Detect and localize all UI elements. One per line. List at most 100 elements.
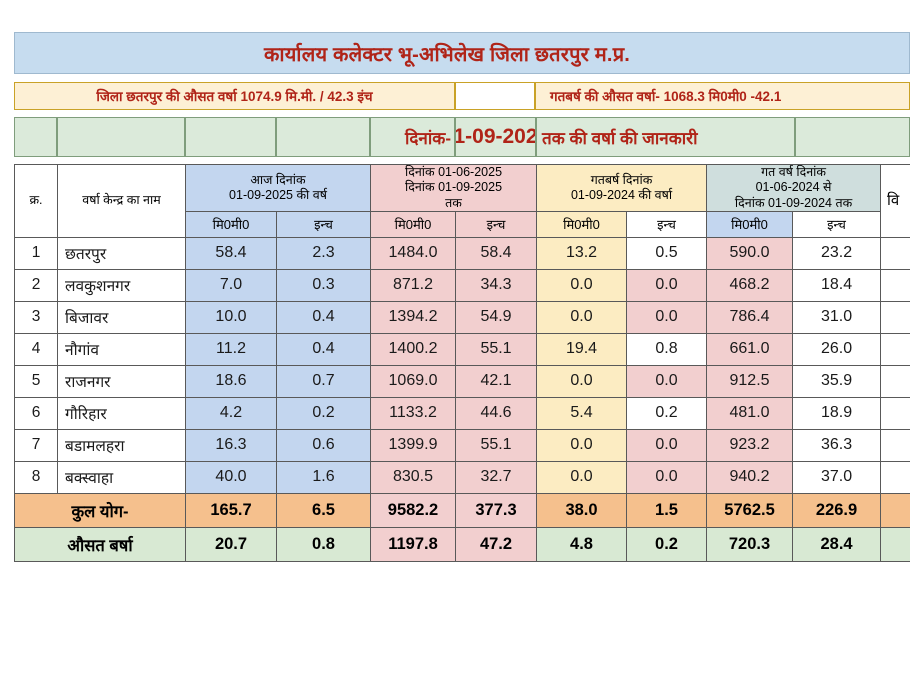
date-band-blank-1 [14, 117, 57, 157]
cell-lastyear-day-mm: 0.0 [536, 300, 628, 334]
cell-lastyear-day-inch: 0.0 [626, 300, 708, 334]
cell-lastyear-season-mm: 661.0 [706, 332, 794, 366]
spacer-after-title [14, 74, 910, 82]
cell-today-inch: 2.3 [276, 236, 371, 270]
total-row-lastyear-day-inch: 1.5 [626, 492, 708, 528]
total-row-lastyear-day-mm: 38.0 [536, 492, 628, 528]
total-row-today-mm: 165.7 [185, 492, 277, 528]
header-unit-lyseason-inch: इन्च [792, 210, 882, 238]
cell-sn: 1 [14, 236, 58, 270]
cell-season-inch: 32.7 [454, 460, 538, 494]
cell-season-inch: 42.1 [454, 364, 538, 398]
cell-lastyear-day-inch: 0.0 [626, 460, 708, 494]
cell-lastyear-season-mm: 940.2 [706, 460, 794, 494]
rainfall-report-sheet: कार्यालय कलेक्टर भू-अभिलेख जिला छतरपुर म… [14, 32, 910, 562]
cell-season-inch: 54.9 [454, 300, 538, 334]
table-row: 2 लवकुशनगर 7.0 0.3 871.2 34.3 0.0 0.0 468.2 18.4 [14, 268, 910, 302]
cell-lastyear-season-inch: 18.9 [792, 396, 882, 430]
cell-lastyear-day-mm: 13.2 [536, 236, 628, 270]
cell-today-mm: 58.4 [185, 236, 277, 270]
cell-lastyear-day-inch: 0.8 [626, 332, 708, 366]
cell-lastyear-season-inch: 26.0 [792, 332, 882, 366]
date-band-label: दिनांक- [370, 117, 455, 157]
average-rainfall-band: जिला छतरपुर की औसत वर्षा 1074.9 मि.मी. /… [14, 82, 910, 110]
cell-sn: 6 [14, 396, 58, 430]
cell-lastyear-day-inch: 0.0 [626, 428, 708, 462]
date-band-blank-4 [276, 117, 370, 157]
cell-remarks [880, 460, 910, 494]
header-group-today: आज दिनांक 01-09-2025 की वर्ष [185, 164, 371, 212]
cell-today-inch: 0.6 [276, 428, 371, 462]
cell-lastyear-season-inch: 23.2 [792, 236, 882, 270]
cell-center-name: बक्स्वाहा [57, 460, 186, 494]
cell-season-mm: 1484.0 [370, 236, 456, 270]
cell-lastyear-season-inch: 18.4 [792, 268, 882, 302]
cell-sn: 4 [14, 332, 58, 366]
cell-lastyear-day-inch: 0.0 [626, 364, 708, 398]
cell-lastyear-season-inch: 31.0 [792, 300, 882, 334]
cell-season-mm: 1400.2 [370, 332, 456, 366]
total-row-remarks [880, 492, 910, 528]
cell-center-name: राजनगर [57, 364, 186, 398]
cell-today-inch: 0.3 [276, 268, 371, 302]
cell-sn: 5 [14, 364, 58, 398]
total-row-lastyear-season-mm: 5762.5 [706, 492, 794, 528]
header-group-lastyear-day: गतबर्ष दिनांक 01-09-2024 की वर्षा [536, 164, 708, 212]
cell-season-mm: 1133.2 [370, 396, 456, 430]
header-group-lastyear-season-line2: 01-06-2024 से [755, 180, 832, 195]
date-band-date-value: 01-09-2025 [455, 117, 536, 157]
table-row: 8 बक्स्वाहा 40.0 1.6 830.5 32.7 0.0 0.0 940.2 37.… [14, 460, 910, 494]
cell-season-mm: 830.5 [370, 460, 456, 494]
cell-today-inch: 0.4 [276, 332, 371, 366]
cell-season-mm: 871.2 [370, 268, 456, 302]
header-group-today-line1: आज दिनांक [250, 172, 306, 187]
header-unit-season-inch: इन्च [454, 210, 538, 238]
cell-center-name: छतरपुर [57, 236, 186, 270]
total-row-today-inch: 6.5 [276, 492, 371, 528]
cell-lastyear-day-mm: 0.0 [536, 460, 628, 494]
header-unit-lyday-inch: इन्च [626, 210, 708, 238]
cell-season-inch: 55.1 [454, 332, 538, 366]
cell-center-name: बडामलहरा [57, 428, 186, 462]
table-header-group-row: क्र. वर्षा केन्द्र का नाम आज दिनांक 01-0… [14, 164, 910, 238]
cell-remarks [880, 268, 910, 302]
average-row-lastyear-day-mm: 4.8 [536, 526, 628, 562]
header-remarks: वि [880, 164, 910, 238]
date-band-suffix: तक की वर्षा की जानकारी [536, 117, 795, 157]
cell-lastyear-season-mm: 923.2 [706, 428, 794, 462]
header-unit-today-mm: मि0मी0 [185, 210, 277, 238]
page-title: कार्यालय कलेक्टर भू-अभिलेख जिला छतरपुर म… [263, 43, 631, 66]
cell-center-name: लवकुशनगर [57, 268, 186, 302]
table-row: 7 बडामलहरा 16.3 0.6 1399.9 55.1 0.0 0.0 923.2 36.… [14, 428, 910, 462]
cell-today-mm: 40.0 [185, 460, 277, 494]
district-average-label: जिला छतरपुर की औसत वर्षा 1074.9 मि.मी. /… [14, 82, 455, 110]
cell-lastyear-day-mm: 0.0 [536, 364, 628, 398]
average-row-lastyear-season-inch: 28.4 [792, 526, 882, 562]
header-sn: क्र. [14, 164, 58, 238]
header-group-today-line2: 01-09-2025 की वर्ष [229, 187, 327, 202]
cell-lastyear-season-mm: 468.2 [706, 268, 794, 302]
cell-lastyear-season-mm: 786.4 [706, 300, 794, 334]
header-group-lastyear-season-line3: दिनांक 01-09-2024 तक [734, 195, 853, 210]
table-row: 4 नौगांव 11.2 0.4 1400.2 55.1 19.4 0.8 661.0 26.0 [14, 332, 910, 366]
cell-today-inch: 0.4 [276, 300, 371, 334]
cell-remarks [880, 364, 910, 398]
total-row-label: कुल योग- [14, 492, 186, 528]
cell-season-inch: 58.4 [454, 236, 538, 270]
header-unit-lyseason-mm: मि0मी0 [706, 210, 794, 238]
average-row-today-inch: 0.8 [276, 526, 371, 562]
total-row-lastyear-season-inch: 226.9 [792, 492, 882, 528]
total-row: कुल योग- 165.7 6.5 9582.2 377.3 38.0 1.5 5762.5… [14, 492, 910, 528]
cell-center-name: गौरिहार [57, 396, 186, 430]
cell-remarks [880, 428, 910, 462]
cell-remarks [880, 332, 910, 366]
cell-sn: 3 [14, 300, 58, 334]
cell-sn: 8 [14, 460, 58, 494]
rainfall-table-body: 1 छतरपुर 58.4 2.3 1484.0 58.4 13.2 0.5 590.0 23.2… [14, 236, 910, 562]
table-row: 5 राजनगर 18.6 0.7 1069.0 42.1 0.0 0.0 912.5 35.9 [14, 364, 910, 398]
report-date-band: दिनांक- 01-09-2025 तक की वर्षा की जानकार… [14, 117, 910, 157]
cell-today-mm: 11.2 [185, 332, 277, 366]
cell-sn: 2 [14, 268, 58, 302]
cell-season-mm: 1069.0 [370, 364, 456, 398]
cell-lastyear-day-mm: 0.0 [536, 428, 628, 462]
